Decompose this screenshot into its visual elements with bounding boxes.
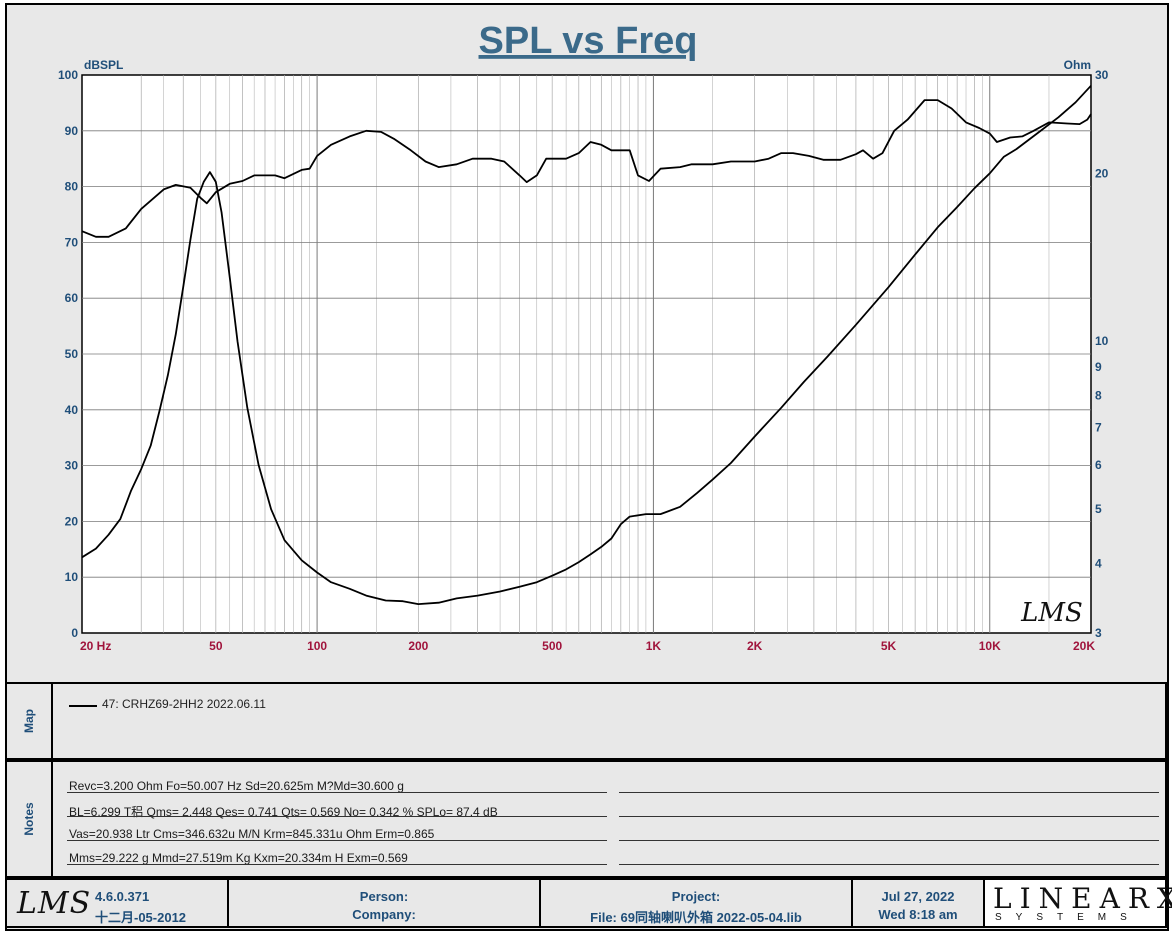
y-right-tick-label: 10 <box>1095 334 1109 348</box>
map-label-cell: Map <box>7 684 53 758</box>
note-rule <box>67 816 607 817</box>
y-left-tick-label: 40 <box>65 403 79 417</box>
y-left-tick-label: 70 <box>65 235 79 249</box>
footer-project-cell: Project: File: 69同轴喇叭外箱 2022-05-04.lib <box>539 878 853 928</box>
footer-version-cell: LMS 4.6.0.371 十二月-05-2012 <box>5 878 229 928</box>
person-label: Person: <box>359 889 409 904</box>
grid <box>82 75 1091 633</box>
impedance-curve <box>81 85 1092 605</box>
y-right-tick-label: 4 <box>1095 556 1102 570</box>
y-right-tick-label: 5 <box>1095 502 1102 516</box>
map-panel: Map 47: CRHZ69-2HH2 2022.06.11 <box>5 682 1167 760</box>
footer-brand-cell: LINEARX SYSTEMS <box>983 878 1172 928</box>
y-right-tick-label: 8 <box>1095 388 1102 402</box>
notes-label-cell: Notes <box>7 762 53 876</box>
x-tick-label: 20K <box>1073 639 1095 653</box>
notes-label: Notes <box>22 802 36 836</box>
spl-chart: SPL vs Freq dBSPL Ohm 20 Hz 50 100 200 500 1K… <box>58 20 1109 653</box>
linearx-sub: SYSTEMS <box>995 912 1141 923</box>
chart-title: SPL vs Freq <box>479 20 698 62</box>
footer-date-cell: Jul 27, 2022 Wed 8:18 am <box>851 878 985 928</box>
y-left-tick-label: 20 <box>65 514 79 528</box>
y-right-tick-label: 7 <box>1095 421 1102 435</box>
note-rule <box>619 792 1159 793</box>
y-left-tick-label: 80 <box>65 180 79 194</box>
y-right-tick-label: 6 <box>1095 458 1102 472</box>
note-line-4: Mms=29.222 g Mmd=27.519m Kg Kxm=20.334m … <box>69 851 408 865</box>
note-rule <box>619 864 1159 865</box>
x-tick-label: 5K <box>881 639 897 653</box>
linearx-logo: LINEARX <box>993 882 1172 915</box>
y-right-tick-label: 9 <box>1095 360 1102 374</box>
y-left-tick-label: 30 <box>65 459 79 473</box>
right-axis-label: Ohm <box>1064 58 1091 72</box>
x-tick-label: 500 <box>542 639 562 653</box>
time-text: Wed 8:18 am <box>878 907 958 922</box>
note-line-3: Vas=20.938 Ltr Cms=346.632u M/N Krm=845.… <box>69 827 435 841</box>
file-label: File: 69同轴喇叭外箱 2022-05-04.lib <box>590 910 802 925</box>
note-rule <box>67 792 607 793</box>
x-tick-label: 50 <box>209 639 223 653</box>
footer-person-cell: Person: Company: <box>227 878 541 928</box>
company-label: Company: <box>352 907 416 922</box>
curves <box>81 85 1092 605</box>
note-line-2: BL=6.299 T稆 Qms= 2.448 Qes= 0.741 Qts= 0… <box>69 805 498 819</box>
legend-entry: 47: CRHZ69-2HH2 2022.06.11 <box>102 697 266 711</box>
y-left-tick-label: 60 <box>65 291 79 305</box>
left-axis-label: dBSPL <box>84 58 123 72</box>
y-right-tick-label: 3 <box>1095 626 1102 640</box>
x-tick-label: 200 <box>408 639 428 653</box>
axis-ticks: 20 Hz 50 100 200 500 1K 2K 5K 10K 20K 0 10 20 30 40 50 6… <box>58 68 1109 653</box>
y-left-tick-label: 0 <box>71 626 78 640</box>
x-tick-label: 10K <box>979 639 1001 653</box>
note-rule <box>67 840 607 841</box>
note-line-1: Revc=3.200 Ohm Fo=50.007 Hz Sd=20.625m M… <box>69 779 404 793</box>
y-left-tick-label: 100 <box>58 68 78 82</box>
map-label: Map <box>22 709 36 733</box>
y-left-tick-label: 90 <box>65 124 79 138</box>
spl-curve <box>81 99 1092 238</box>
build-date: 十二月-05-2012 <box>95 910 187 925</box>
notes-panel: Notes Revc=3.200 Ohm Fo=50.007 Hz Sd=20.… <box>5 760 1167 878</box>
note-rule <box>67 864 607 865</box>
x-tick-label: 1K <box>646 639 662 653</box>
lms-watermark: LMS <box>1020 598 1083 628</box>
note-rule <box>619 816 1159 817</box>
date-text: Jul 27, 2022 <box>881 889 955 904</box>
y-left-tick-label: 50 <box>65 347 79 361</box>
version-text: 4.6.0.371 <box>95 889 150 904</box>
x-tick-label: 2K <box>747 639 763 653</box>
y-right-tick-label: 20 <box>1095 166 1109 180</box>
x-tick-label: 20 Hz <box>80 639 111 653</box>
project-label: Project: <box>671 889 721 904</box>
y-right-tick-label: 30 <box>1095 68 1109 82</box>
lms-logo: LMS <box>17 886 92 921</box>
legend-swatch <box>69 705 97 707</box>
x-tick-label: 100 <box>307 639 327 653</box>
y-left-tick-label: 10 <box>65 570 79 584</box>
note-rule <box>619 840 1159 841</box>
